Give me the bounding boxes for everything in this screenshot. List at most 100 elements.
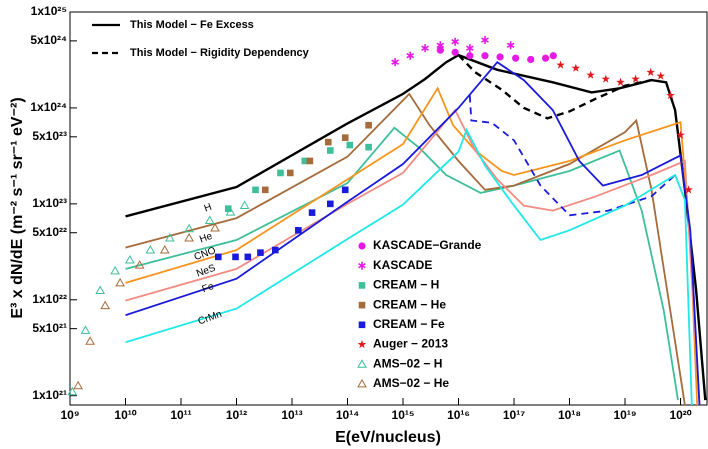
data-point xyxy=(541,54,550,62)
data-point xyxy=(232,253,239,261)
data-point xyxy=(295,227,302,234)
x-tick-label: 10¹⁰ xyxy=(114,408,136,422)
component-label: CNO xyxy=(193,245,218,263)
data-point xyxy=(225,207,236,216)
data-point xyxy=(184,223,194,233)
data-point xyxy=(616,77,625,86)
model-line xyxy=(125,53,707,401)
data-point xyxy=(421,44,429,53)
y-tick-label: 5x10²² xyxy=(32,225,67,239)
x-tick-label: 10¹⁶ xyxy=(447,408,470,422)
model-line xyxy=(125,92,686,406)
data-point xyxy=(67,386,78,396)
component-label: Fe xyxy=(201,281,216,295)
data-point xyxy=(261,186,269,194)
x-tick-label: 10¹⁹ xyxy=(613,408,636,422)
data-point xyxy=(496,53,504,61)
data-point xyxy=(556,60,565,69)
data-point xyxy=(466,52,474,60)
data-point xyxy=(73,380,83,390)
data-point xyxy=(666,90,675,100)
data-point xyxy=(277,169,284,177)
data-point xyxy=(684,185,693,194)
data-point xyxy=(215,253,222,261)
legend-marker xyxy=(357,359,367,368)
data-point xyxy=(436,46,444,54)
data-point xyxy=(341,186,349,194)
data-point xyxy=(159,245,170,254)
data-point xyxy=(145,245,156,254)
data-point xyxy=(327,147,334,154)
y-tick-label: 1x10²⁵ xyxy=(31,4,67,18)
data-point xyxy=(324,138,332,146)
component-label: He xyxy=(198,231,214,246)
x-tick-label: 10¹⁴ xyxy=(336,408,359,422)
data-point xyxy=(391,58,399,67)
data-point xyxy=(406,51,415,60)
model-line xyxy=(457,54,652,120)
data-point xyxy=(465,44,474,53)
data-point xyxy=(601,74,610,83)
data-point xyxy=(85,336,95,345)
legend-marker xyxy=(358,242,366,250)
x-tick-label: 10¹⁷ xyxy=(503,408,525,422)
x-tick-label: 10¹⁸ xyxy=(558,408,581,422)
data-point xyxy=(327,200,334,208)
y-tick-label: 1x10²³ xyxy=(32,196,67,210)
legend-marker xyxy=(358,282,366,289)
y-axis-label: E³ x dN/dE (m⁻² s⁻¹ sr⁻¹ eV⁻²) xyxy=(9,97,26,318)
x-tick-label: 10²⁰ xyxy=(669,408,691,422)
data-point xyxy=(308,209,316,216)
data-point xyxy=(224,205,232,213)
y-tick-label: 5x10²¹ xyxy=(32,321,67,335)
data-point xyxy=(100,300,111,310)
legend-label: AMS−02 − He xyxy=(373,376,449,390)
model-line xyxy=(468,95,676,217)
legend-label: Auger − 2013 xyxy=(373,337,448,351)
model-line xyxy=(125,127,693,406)
legend-marker xyxy=(357,378,367,388)
data-point xyxy=(244,253,252,261)
data-point xyxy=(506,41,515,50)
data-point xyxy=(341,134,349,141)
legend-label: KASCADE xyxy=(373,258,432,272)
data-point xyxy=(286,169,294,177)
data-point xyxy=(481,36,489,45)
data-point xyxy=(451,37,460,46)
data-point xyxy=(451,48,459,56)
legend-label: AMS−02 − H xyxy=(373,356,442,370)
data-point xyxy=(527,55,535,64)
x-tick-label: 10¹¹ xyxy=(170,408,191,422)
legend-marker xyxy=(358,301,366,309)
data-point xyxy=(481,52,489,60)
plot-frame xyxy=(69,11,708,406)
legend-marker xyxy=(358,321,366,329)
data-point xyxy=(346,141,354,149)
data-point xyxy=(110,265,120,275)
y-tick-label: 1x10²² xyxy=(32,292,67,306)
data-point xyxy=(301,157,309,165)
legend-label: KASCADE−Grande xyxy=(373,238,482,252)
model-line xyxy=(125,126,679,401)
data-point xyxy=(656,71,665,80)
data-point xyxy=(646,67,655,76)
data-point xyxy=(80,325,91,334)
data-point xyxy=(676,130,685,139)
model-line xyxy=(125,86,699,406)
y-tick-label: 1x10²⁴ xyxy=(30,100,67,114)
data-point xyxy=(125,254,135,264)
component-label: CrMn xyxy=(197,309,224,328)
x-tick-label: 10¹⁵ xyxy=(392,408,415,422)
y-tick-label: 5x10²³ xyxy=(32,129,67,143)
model-line xyxy=(125,61,701,406)
data-point xyxy=(252,186,259,194)
component-label: H xyxy=(203,202,214,215)
x-tick-label: 10¹² xyxy=(226,408,247,422)
model-line xyxy=(125,108,701,406)
y-tick-label: 5x10²⁴ xyxy=(30,33,67,47)
data-point xyxy=(257,249,264,256)
data-point xyxy=(271,246,279,254)
data-point xyxy=(586,70,595,79)
data-point xyxy=(631,74,640,83)
